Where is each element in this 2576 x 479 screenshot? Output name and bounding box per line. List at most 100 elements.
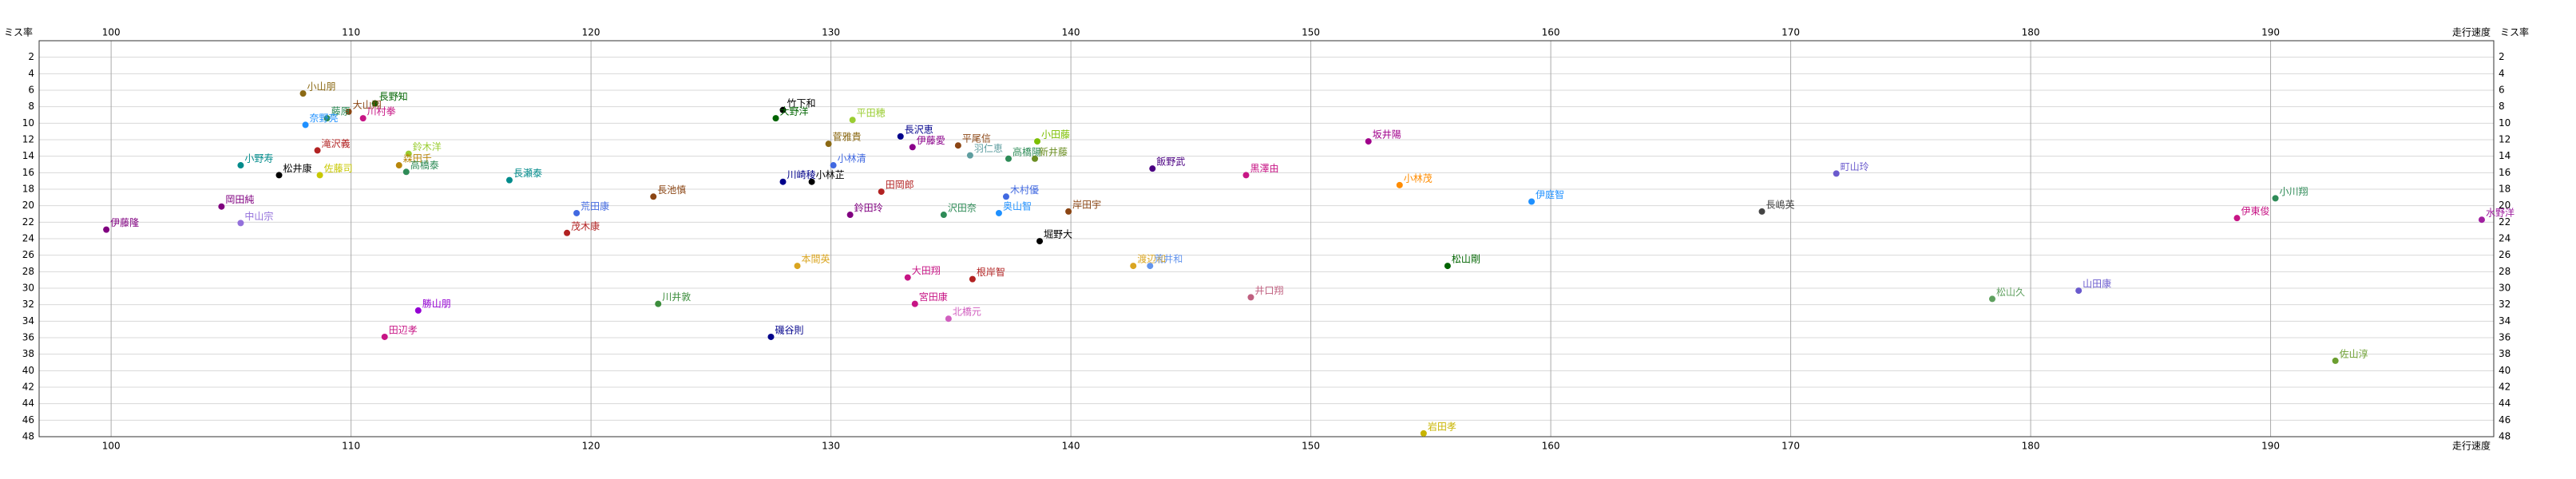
y-tick-label-right: 44 bbox=[2499, 398, 2511, 409]
y-tick-label: 16 bbox=[22, 167, 34, 178]
point-label: 町山玲 bbox=[1841, 161, 1869, 172]
y-tick-label-right: 40 bbox=[2499, 365, 2511, 376]
point bbox=[1758, 208, 1766, 215]
point-label: 長池慎 bbox=[657, 184, 686, 196]
point bbox=[505, 176, 513, 184]
x-tick-label: 110 bbox=[342, 27, 360, 38]
y-tick-label: 46 bbox=[22, 414, 34, 426]
point-label: 平尾信 bbox=[962, 133, 991, 144]
point-label: 滝沢義 bbox=[322, 137, 351, 149]
point bbox=[314, 147, 321, 154]
point-label: 伊庭智 bbox=[1536, 188, 1564, 200]
point bbox=[794, 263, 801, 270]
point bbox=[564, 229, 571, 236]
x-tick-label: 190 bbox=[2261, 27, 2280, 38]
point bbox=[2075, 287, 2083, 295]
point-label: 鈴田玲 bbox=[854, 202, 883, 214]
x-tick-label-bottom: 110 bbox=[342, 441, 360, 452]
y-tick-label: 6 bbox=[28, 85, 34, 96]
point bbox=[650, 193, 657, 200]
point bbox=[808, 178, 815, 185]
point bbox=[2272, 195, 2279, 202]
point-label: 大山翔 bbox=[353, 99, 382, 110]
point bbox=[1147, 263, 1154, 270]
point-label: 根岸智 bbox=[977, 266, 1005, 278]
point-label: 佐山淳 bbox=[2340, 347, 2368, 359]
point-label: 小野寿 bbox=[244, 153, 273, 164]
y-tick-label-right: 26 bbox=[2499, 249, 2511, 260]
point-label: 沢田奈 bbox=[948, 203, 977, 214]
y-tick-label-right: 22 bbox=[2499, 216, 2511, 228]
point-label: 長瀬泰 bbox=[513, 168, 542, 179]
point bbox=[846, 212, 854, 219]
point-label: 小林清 bbox=[838, 153, 866, 164]
point bbox=[969, 275, 976, 283]
point bbox=[103, 226, 110, 233]
y-tick-label-right: 10 bbox=[2499, 117, 2511, 129]
point bbox=[2233, 215, 2241, 222]
y-tick-label-right: 8 bbox=[2499, 101, 2505, 112]
point-label: 長嶋英 bbox=[1766, 199, 1795, 210]
point-label: 新井藤 bbox=[1039, 145, 1068, 157]
point-label: 勝山朋 bbox=[422, 297, 451, 309]
point-label: 茂木康 bbox=[571, 220, 600, 232]
point bbox=[772, 115, 779, 122]
point bbox=[316, 172, 323, 179]
point bbox=[405, 150, 412, 157]
y-tick-label: 26 bbox=[22, 249, 34, 260]
point-label: 高橋泰 bbox=[410, 159, 439, 171]
x-tick-label: 130 bbox=[822, 27, 840, 38]
point-label: 伊東俊 bbox=[2241, 205, 2269, 217]
point bbox=[1130, 263, 1137, 270]
x-tick-label: 170 bbox=[1781, 27, 1800, 38]
point-label: 長野知 bbox=[379, 91, 408, 102]
point-label: 本間英 bbox=[802, 254, 830, 265]
point-label: 伊藤愛 bbox=[917, 135, 945, 146]
point-label: 渡辺和 bbox=[1137, 253, 1166, 265]
point bbox=[402, 168, 410, 176]
point bbox=[655, 300, 662, 307]
point bbox=[1833, 170, 1840, 177]
point-label: 平田穂 bbox=[857, 108, 886, 119]
point-label: 松山久 bbox=[1996, 287, 2025, 298]
point bbox=[1036, 238, 1044, 245]
point-label: 井口翔 bbox=[1254, 285, 1283, 296]
point-label: 森田千 bbox=[403, 152, 432, 164]
point-label: 小山朋 bbox=[307, 81, 336, 93]
point-label: 岩田孝 bbox=[1428, 420, 1456, 432]
x-tick-label-bottom: 170 bbox=[1781, 441, 1800, 452]
point-label: 小林芷 bbox=[816, 169, 845, 180]
point bbox=[1365, 138, 1372, 145]
x-tick-label-bottom: 100 bbox=[102, 441, 121, 452]
y-tick-label-right: 6 bbox=[2499, 85, 2505, 96]
x-axis-label-bottom: 走行速度 bbox=[2452, 440, 2491, 452]
point-label: 黒澤由 bbox=[1250, 163, 1278, 174]
point bbox=[237, 162, 244, 169]
point-label: 水野洋 bbox=[2486, 207, 2515, 219]
point bbox=[966, 152, 973, 159]
point-label: 川崎稜 bbox=[787, 169, 816, 180]
y-tick-label: 12 bbox=[22, 134, 34, 145]
y-tick-label-right: 30 bbox=[2499, 283, 2511, 294]
point bbox=[381, 333, 388, 340]
point bbox=[995, 209, 1002, 216]
y-tick-label: 24 bbox=[22, 233, 34, 244]
point-label: 大田翔 bbox=[912, 265, 941, 276]
point bbox=[1242, 172, 1250, 179]
point bbox=[940, 212, 947, 219]
y-tick-label: 2 bbox=[28, 51, 34, 62]
point bbox=[767, 333, 775, 340]
point bbox=[911, 300, 918, 307]
point bbox=[2478, 216, 2485, 224]
x-tick-label-bottom: 160 bbox=[1542, 441, 1560, 452]
x-tick-label: 100 bbox=[102, 27, 121, 38]
y-tick-label: 14 bbox=[22, 150, 34, 161]
y-tick-label-right: 14 bbox=[2499, 150, 2511, 161]
y-tick-label: 48 bbox=[22, 431, 34, 442]
point bbox=[1005, 155, 1012, 162]
y-tick-label: 34 bbox=[22, 315, 34, 327]
point bbox=[2332, 357, 2339, 364]
point-label: 岸田宇 bbox=[1072, 199, 1101, 210]
point bbox=[1420, 430, 1427, 437]
point bbox=[945, 315, 952, 323]
